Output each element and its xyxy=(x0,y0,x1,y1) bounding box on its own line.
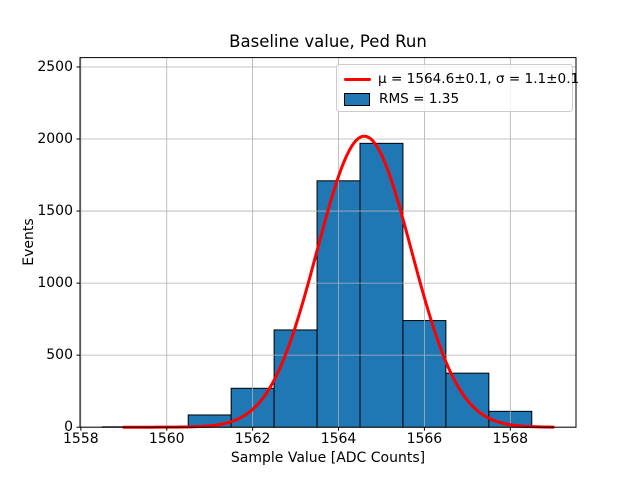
x-tick-label: 1560 xyxy=(148,431,185,447)
histogram-swatch xyxy=(344,92,372,106)
axes-spines xyxy=(79,57,577,428)
x-tick-label: 1564 xyxy=(320,431,357,447)
x-tick-label: 1568 xyxy=(492,431,529,447)
x-tick-label: 1566 xyxy=(406,431,443,447)
rms-legend-label: RMS = 1.35 xyxy=(379,91,460,107)
y-tick-label: 2000 xyxy=(37,131,73,147)
fit-legend-label: μ = 1564.6±0.1, σ = 1.1±0.1 xyxy=(378,71,580,87)
legend: μ = 1564.6±0.1, σ = 1.1±0.1 RMS = 1.35 xyxy=(336,64,579,112)
legend-entry-hist: RMS = 1.35 xyxy=(344,89,572,109)
y-tick-label: 0 xyxy=(64,419,73,436)
chart-title: Baseline value, Ped Run xyxy=(229,32,427,51)
x-tick-label: 1562 xyxy=(234,431,271,447)
legend-entry-fit: μ = 1564.6±0.1, σ = 1.1±0.1 xyxy=(344,69,579,89)
x-axis-label: Sample Value [ADC Counts] xyxy=(230,450,426,466)
fit-line-swatch xyxy=(344,77,371,81)
y-axis-label: Events xyxy=(21,218,37,266)
x-tick-label: 1558 xyxy=(63,431,99,447)
y-tick-label: 1000 xyxy=(37,275,73,292)
histogram-bar xyxy=(359,142,404,428)
y-tick-label: 2500 xyxy=(37,58,73,75)
y-tick-label: 500 xyxy=(46,347,73,364)
y-tick-label: 1500 xyxy=(37,203,73,220)
histogram-bar xyxy=(273,329,318,428)
